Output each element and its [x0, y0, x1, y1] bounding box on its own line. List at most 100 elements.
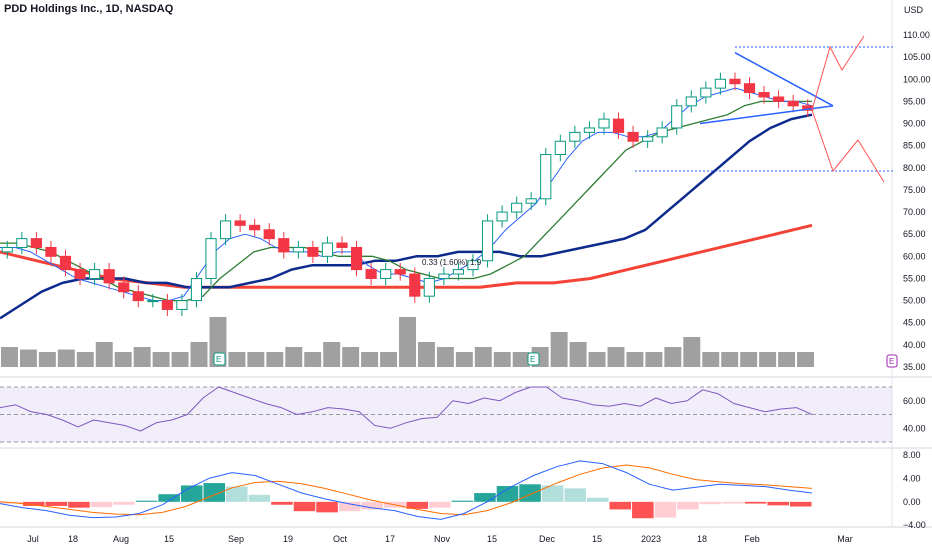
- volume-bar: [474, 347, 492, 367]
- x-axis-label: 15: [487, 534, 497, 544]
- volume-bar: [361, 352, 379, 367]
- candle-body: [612, 118, 625, 133]
- price-tick-label: 90.00: [903, 119, 926, 129]
- x-axis-label: Sep: [228, 534, 244, 544]
- volume-bar: [493, 352, 511, 367]
- volume-bar: [797, 352, 814, 367]
- macd-histogram-bar: [429, 501, 451, 508]
- triangle-lower-line: [699, 105, 834, 125]
- candle-body: [118, 282, 130, 293]
- macd-histogram-bar: [609, 501, 632, 510]
- volume-bar: [266, 352, 284, 367]
- macd-histogram-bar: [90, 501, 113, 508]
- x-axis-label: Feb: [744, 534, 760, 544]
- macd-histogram-bar: [68, 501, 90, 508]
- macd-histogram-bar: [722, 501, 744, 504]
- volume-bar: [285, 347, 303, 367]
- x-axis-label: Oct: [333, 534, 348, 544]
- x-axis-label: 18: [68, 534, 78, 544]
- candle-body: [525, 198, 537, 204]
- triangle-upper-line: [734, 52, 834, 107]
- earnings-marker-label: E: [530, 355, 535, 364]
- candle-body: [438, 273, 450, 279]
- macd-histogram-bar: [271, 501, 293, 505]
- rsi-tick-label: 40.00: [903, 423, 926, 433]
- price-tick-label: 110.00: [903, 30, 930, 40]
- macd-histogram-bar: [45, 501, 68, 506]
- x-axis-label: Dec: [539, 534, 556, 544]
- x-axis-label: 15: [164, 534, 174, 544]
- candle-body: [59, 255, 72, 271]
- projection-up-path: [811, 35, 865, 111]
- macd-histogram-bar: [744, 501, 767, 504]
- candle-body: [467, 260, 479, 271]
- volume-bar: [76, 352, 94, 367]
- volume-bar: [342, 347, 360, 367]
- candle-body: [219, 220, 232, 240]
- macd-histogram-bar: [699, 501, 722, 505]
- candle-body: [147, 300, 159, 303]
- macd-histogram-bar: [248, 494, 271, 502]
- macd-histogram-bar: [496, 486, 519, 502]
- volume-bar: [323, 342, 341, 367]
- earnings-marker-label: E: [889, 357, 894, 366]
- earnings-marker: [886, 354, 898, 368]
- candle-body: [307, 246, 319, 257]
- price-tick-label: 65.00: [903, 229, 926, 239]
- macd-tick-label: 0.00: [903, 497, 921, 507]
- volume-bar: [19, 349, 37, 367]
- macd-histogram-bar: [293, 501, 316, 512]
- price-tick-label: 75.00: [903, 185, 926, 195]
- volume-bar: [702, 352, 720, 367]
- price-tick-label: 35.00: [903, 362, 926, 372]
- candle-body: [540, 154, 552, 200]
- candle-body: [278, 238, 290, 253]
- macd-histogram-bar: [113, 501, 135, 505]
- candle-body: [263, 229, 275, 240]
- candle-body: [234, 220, 246, 226]
- macd-histogram-bar: [361, 501, 383, 510]
- macd-histogram-bar: [226, 486, 248, 502]
- x-axis-label: Aug: [113, 534, 129, 544]
- candle-body: [89, 269, 101, 279]
- candle-body: [627, 131, 639, 142]
- candle-body: [336, 242, 348, 248]
- x-axis-label: 2023: [641, 534, 661, 544]
- macd-histogram-bar: [316, 501, 338, 513]
- x-axis-label: 15: [592, 534, 602, 544]
- candle-body: [758, 92, 770, 98]
- rsi-line: [0, 386, 813, 432]
- macd-histogram-bar: [451, 500, 474, 502]
- volume-bar: [114, 352, 132, 367]
- candle-body: [292, 246, 304, 253]
- volume-bar: [1, 347, 18, 367]
- candle-body: [569, 131, 581, 142]
- volume-bar: [550, 332, 568, 367]
- volume-bar: [417, 342, 435, 367]
- candle-body: [249, 224, 261, 231]
- fib-annotation: 0.33 (1.60%) 1.9: [422, 258, 482, 267]
- macd-histogram-bar: [586, 497, 609, 502]
- macd-tick-label: 8.00: [903, 450, 921, 460]
- volume-bar: [247, 352, 265, 367]
- volume-bar: [626, 352, 644, 367]
- x-axis-label: Nov: [434, 534, 451, 544]
- volume-bar: [399, 317, 416, 367]
- rsi-tick-label: 60.00: [903, 396, 926, 406]
- candle-body: [700, 87, 712, 98]
- macd-histogram-bar: [338, 501, 361, 512]
- volume-bar: [455, 352, 473, 367]
- macd-histogram-bar: [654, 501, 677, 518]
- macd-histogram-bar: [158, 494, 180, 502]
- candle-body: [743, 83, 756, 94]
- candle-body: [423, 277, 435, 297]
- macd-line: [0, 460, 813, 520]
- ma-mid-line: [0, 100, 812, 302]
- ma-fast-line: [0, 87, 813, 302]
- candle-body: [45, 246, 57, 257]
- candle-body: [773, 96, 785, 102]
- candle-body: [365, 269, 377, 279]
- candle-body: [132, 291, 144, 302]
- macd-histogram-bar: [541, 485, 564, 502]
